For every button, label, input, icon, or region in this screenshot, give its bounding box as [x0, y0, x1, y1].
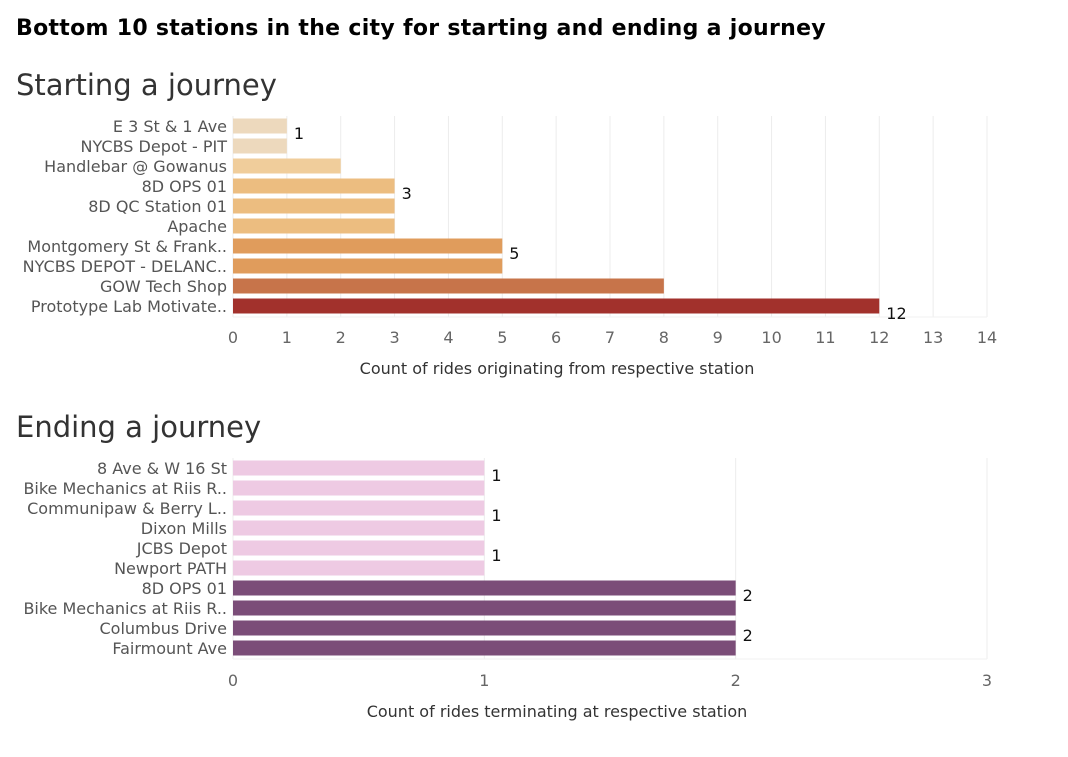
start-bar: [233, 258, 503, 274]
starting-journey-title: Starting a journey: [16, 68, 277, 102]
start-bar: [233, 218, 395, 234]
start-data-label: 3: [402, 184, 412, 203]
start-x-tick-label: 9: [713, 328, 723, 347]
end-data-label: 1: [491, 546, 501, 565]
start-category-label: 8D OPS 01: [142, 177, 227, 196]
end-bar: [233, 600, 736, 616]
end-bar: [233, 540, 485, 556]
end-data-label: 1: [491, 466, 501, 485]
ending-journey-title: Ending a journey: [16, 410, 262, 444]
end-chart: 0 1 2 3 8 Ave & W 16 St 1 Bike Mechanics at Ri…: [23, 458, 992, 721]
start-bar: [233, 298, 880, 314]
start-bar: [233, 178, 395, 194]
end-x-tick-label: 1: [479, 671, 489, 690]
end-category-label: JCBS Depot: [136, 539, 227, 558]
end-category-label: 8 Ave & W 16 St: [97, 459, 227, 478]
start-x-tick-label: 7: [605, 328, 615, 347]
start-category-label: NYCBS DEPOT - DELANC..: [23, 257, 227, 276]
end-data-label: 1: [491, 506, 501, 525]
start-category-label: E 3 St & 1 Ave: [113, 117, 227, 136]
end-bar: [233, 460, 485, 476]
start-x-tick-label: 6: [551, 328, 561, 347]
start-x-tick-label: 10: [761, 328, 781, 347]
start-bar: [233, 238, 503, 254]
start-bar: [233, 138, 287, 154]
end-category-label: Communipaw & Berry L..: [27, 499, 227, 518]
start-bar: [233, 198, 395, 214]
start-data-label: 5: [509, 244, 519, 263]
start-x-tick-label: 3: [389, 328, 399, 347]
end-x-tick-label: 2: [731, 671, 741, 690]
start-x-tick-label: 4: [443, 328, 453, 347]
start-category-label: Handlebar @ Gowanus: [44, 157, 227, 176]
end-category-label: Bike Mechanics at Riis R..: [23, 599, 227, 618]
end-data-label: 2: [743, 586, 753, 605]
end-category-label: Fairmount Ave: [112, 639, 227, 658]
end-category-label: 8D OPS 01: [142, 579, 227, 598]
start-x-axis-title: Count of rides originating from respecti…: [360, 359, 755, 378]
start-x-tick-label: 1: [282, 328, 292, 347]
start-data-label: 12: [886, 304, 906, 323]
end-x-tick-label: 0: [228, 671, 238, 690]
start-bar: [233, 278, 664, 294]
end-bar: [233, 580, 736, 596]
start-category-label: Montgomery St & Frank..: [27, 237, 227, 256]
end-bar: [233, 480, 485, 496]
end-bar: [233, 640, 736, 656]
start-bar: [233, 118, 287, 134]
end-bar: [233, 620, 736, 636]
end-x-axis-title: Count of rides terminating at respective…: [367, 702, 748, 721]
end-x-tick-label: 3: [982, 671, 992, 690]
start-chart: 0 1 2 3 4 5 6 7 8 9 10 11 12 13 14E 3 St & 1 Ave 1NYCBS…: [23, 116, 997, 378]
start-x-tick-label: 8: [659, 328, 669, 347]
end-bar: [233, 520, 485, 536]
start-category-label: Prototype Lab Motivate..: [31, 297, 227, 316]
end-bar: [233, 560, 485, 576]
start-x-tick-label: 13: [923, 328, 943, 347]
end-category-label: Dixon Mills: [141, 519, 227, 538]
start-bar: [233, 158, 341, 174]
page-title: Bottom 10 stations in the city for start…: [16, 16, 826, 41]
start-x-tick-label: 14: [977, 328, 997, 347]
start-x-tick-label: 0: [228, 328, 238, 347]
end-category-label: Columbus Drive: [99, 619, 227, 638]
end-category-label: Newport PATH: [114, 559, 227, 578]
start-category-label: NYCBS Depot - PIT: [81, 137, 228, 156]
start-category-label: 8D QC Station 01: [88, 197, 227, 216]
start-category-label: Apache: [167, 217, 227, 236]
start-x-tick-label: 2: [336, 328, 346, 347]
start-x-tick-label: 11: [815, 328, 835, 347]
end-category-label: Bike Mechanics at Riis R..: [23, 479, 227, 498]
start-x-tick-label: 5: [497, 328, 507, 347]
start-data-label: 1: [294, 124, 304, 143]
start-x-tick-label: 12: [869, 328, 889, 347]
end-bar: [233, 500, 485, 516]
start-category-label: GOW Tech Shop: [100, 277, 227, 296]
end-data-label: 2: [743, 626, 753, 645]
